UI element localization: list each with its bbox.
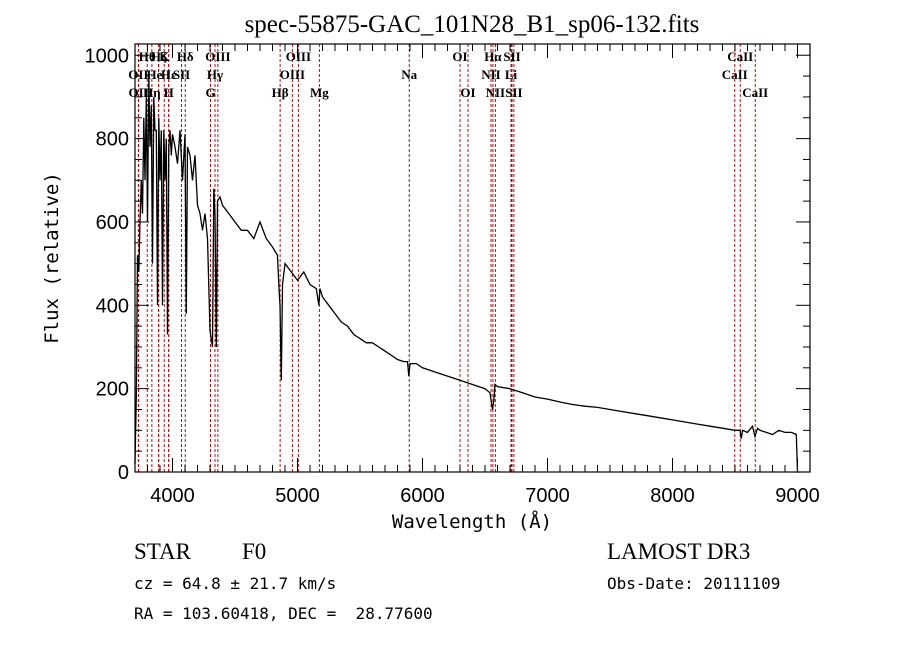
x-tick-label: 4000 — [150, 485, 195, 507]
x-tick-label: 5000 — [275, 485, 320, 507]
line-marker-label: SII — [503, 49, 520, 64]
line-marker-label: SII — [173, 67, 190, 82]
line-marker-label: OII — [128, 67, 148, 82]
object-subclass: F0 — [242, 539, 267, 564]
x-tick-label: 9000 — [775, 485, 820, 507]
line-marker-label: OIII — [286, 49, 311, 64]
line-marker-label: Mg — [310, 85, 329, 100]
y-tick-label: 400 — [96, 295, 129, 317]
line-marker-label: OIII — [205, 49, 230, 64]
line-marker-label: OI — [460, 85, 475, 100]
line-marker-label: H — [164, 85, 174, 100]
line-marker-label: Hε — [161, 67, 177, 82]
x-axis-label: Wavelength (Å) — [392, 510, 552, 533]
line-marker-label: Hθ — [139, 49, 156, 64]
line-marker-label: OII — [129, 85, 149, 100]
spectrum-line — [134, 76, 799, 473]
survey-name: LAMOST DR3 — [607, 539, 751, 564]
x-tick-label: 8000 — [650, 485, 695, 507]
line-marker-label: OIII — [280, 67, 305, 82]
line-marker-label: Na — [401, 67, 417, 82]
line-marker-label: Hδ — [177, 49, 194, 64]
line-marker-label: CaII — [722, 67, 748, 82]
x-axis: 4000 5000 6000 7000 8000 9000 — [134, 44, 820, 507]
y-tick-label: 0 — [118, 462, 129, 484]
line-marker-label: K — [159, 49, 170, 64]
line-marker-label: Hα — [484, 49, 502, 64]
line-marker-label: NII — [481, 67, 501, 82]
redshift-value: cz = 64.8 ± 21.7 km/s — [134, 574, 337, 593]
x-tick-label: 6000 — [400, 485, 445, 507]
line-marker-label: OI — [452, 49, 467, 64]
y-tick-label: 1000 — [85, 45, 130, 67]
y-axis: 0 200 400 600 800 1000 — [85, 45, 810, 484]
y-tick-label: 800 — [96, 129, 129, 151]
line-marker-label: CaII — [727, 49, 753, 64]
y-tick-label: 200 — [96, 379, 129, 401]
chart-title: spec-55875-GAC_101N28_B1_sp06-132.fits — [245, 11, 700, 38]
line-marker-label: SII — [505, 85, 522, 100]
x-tick-label: 7000 — [525, 485, 570, 507]
line-marker-label: He I — [147, 67, 171, 82]
y-tick-label: 600 — [96, 212, 129, 234]
line-marker-label: Li — [505, 67, 518, 82]
line-marker-label: Hη — [143, 85, 161, 100]
line-marker-label: Hγ — [207, 67, 223, 82]
line-marker-label: Hζ — [151, 49, 167, 64]
line-marker-label: NII — [486, 85, 506, 100]
line-markers — [137, 44, 756, 472]
coordinates: RA = 103.60418, DEC = 28.77600 — [134, 604, 433, 623]
line-marker-label: CaII — [742, 85, 768, 100]
line-marker-label: Hβ — [272, 85, 289, 100]
y-axis-label: Flux (relative) — [41, 172, 63, 344]
plot-frame — [134, 43, 811, 473]
obs-date: Obs-Date: 20111109 — [607, 574, 781, 593]
line-marker-label: G — [205, 85, 215, 100]
object-class: STAR — [134, 539, 191, 564]
